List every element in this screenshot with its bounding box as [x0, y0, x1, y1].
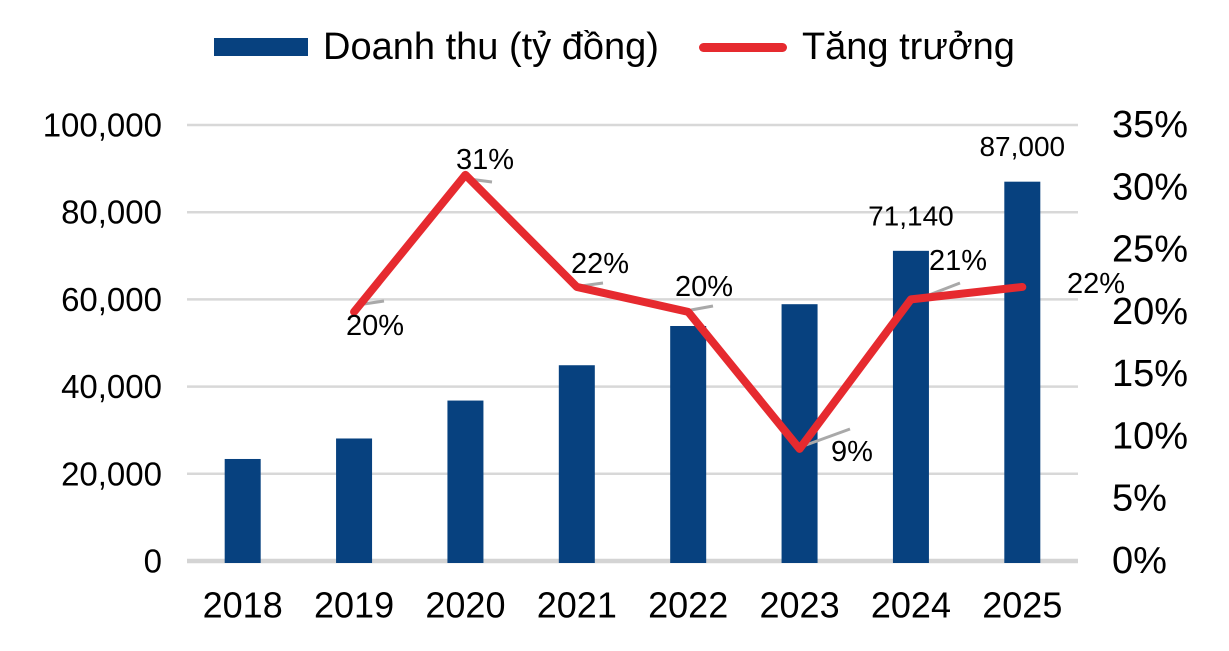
revenue-legend-label: Doanh thu (tỷ đồng) [323, 26, 659, 68]
right-axis-tick-label: 20% [1112, 291, 1188, 333]
bar-value-label: 87,000 [979, 131, 1065, 162]
chart-legend: Doanh thu (tỷ đồng) Tăng trưởng [0, 28, 1229, 66]
growth-legend-label: Tăng trưởng [801, 26, 1015, 68]
right-axis-tick-label: 15% [1112, 353, 1188, 395]
right-axis-tick-label: 10% [1112, 415, 1188, 457]
growth-point-label: 22% [571, 248, 629, 280]
growth-point-label: 21% [929, 245, 987, 277]
right-axis-tick-label: 25% [1112, 229, 1188, 271]
legend-item-revenue: Doanh thu (tỷ đồng) [214, 28, 659, 66]
x-axis-year-label: 2021 [537, 585, 617, 626]
x-axis-year-label: 2022 [648, 585, 728, 626]
x-axis-year-label: 2025 [982, 585, 1062, 626]
revenue-bar [224, 458, 261, 563]
revenue-bar [336, 438, 373, 563]
right-axis-tick-label: 5% [1112, 478, 1167, 520]
left-axis-tick-label: 40,000 [61, 368, 162, 405]
growth-point-label: 22% [1067, 268, 1125, 300]
growth-point-label: 20% [346, 310, 404, 342]
growth-point-label: 9% [831, 436, 873, 468]
x-axis-year-label: 2023 [760, 585, 840, 626]
label-leader-line [805, 427, 851, 447]
x-axis-year-label: 2018 [203, 585, 283, 626]
x-axis-year-label: 2019 [314, 585, 394, 626]
revenue-bar [558, 365, 595, 563]
revenue-bar [447, 400, 484, 563]
revenue-bar [670, 325, 707, 563]
right-axis-tick-label: 0% [1112, 540, 1167, 582]
x-axis-year-label: 2020 [425, 585, 505, 626]
growth-point-label: 31% [456, 144, 514, 176]
growth-point-label: 20% [675, 271, 733, 303]
left-axis-tick-label: 0 [144, 543, 162, 580]
left-axis-tick-label: 80,000 [61, 194, 162, 231]
growth-line [350, 170, 1027, 453]
label-leader-line [690, 304, 714, 312]
left-axis-tick-label: 60,000 [61, 281, 162, 318]
bar-value-label: 71,140 [868, 200, 954, 231]
revenue-legend-swatch-icon [214, 38, 309, 56]
revenue-bar [1004, 181, 1041, 563]
left-axis-tick-label: 100,000 [43, 107, 162, 144]
x-axis-year-label: 2024 [871, 585, 951, 626]
right-axis-tick-label: 30% [1112, 166, 1188, 208]
legend-item-growth: Tăng trưởng [698, 26, 1015, 68]
growth-legend-swatch-icon [698, 42, 787, 52]
right-axis-tick-label: 35% [1112, 104, 1188, 146]
left-axis-tick-label: 20,000 [61, 455, 162, 492]
